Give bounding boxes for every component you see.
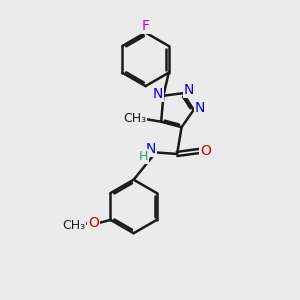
Text: N: N [145,142,155,156]
Text: CH₃: CH₃ [62,219,85,232]
Text: N: N [184,83,194,97]
Text: O: O [200,144,211,158]
Text: N: N [152,87,163,101]
Text: H: H [139,149,148,163]
Text: F: F [142,19,149,33]
Text: CH₃: CH₃ [123,112,146,125]
Text: O: O [88,216,99,230]
Text: N: N [195,101,206,116]
